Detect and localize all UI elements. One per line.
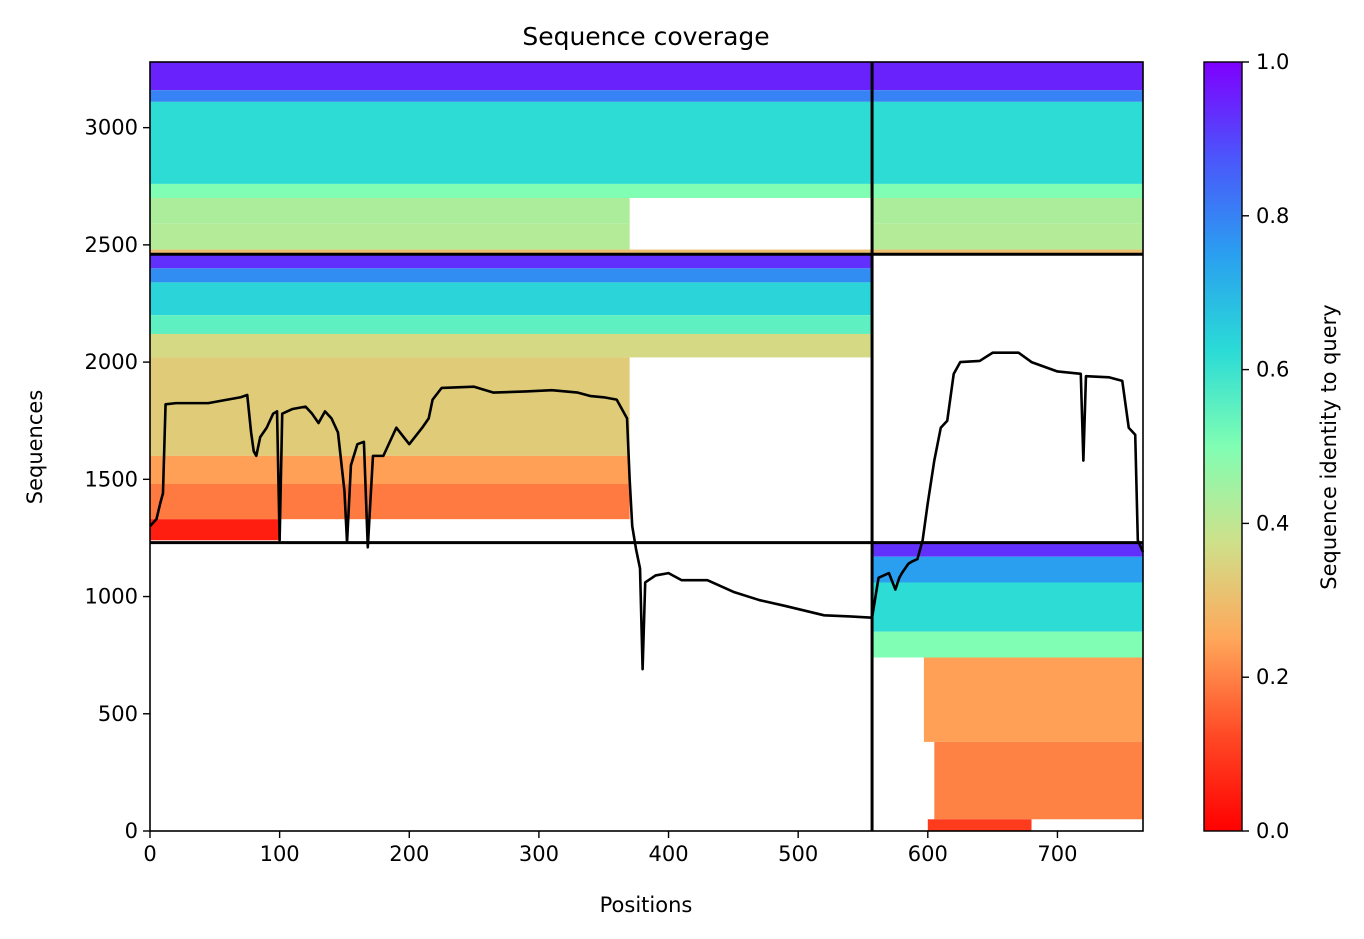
coverage-band xyxy=(150,333,873,358)
coverage-band xyxy=(872,631,1143,658)
y-axis-label: Sequences xyxy=(23,390,47,505)
coverage-band xyxy=(872,223,1143,250)
coverage-band xyxy=(150,519,280,541)
x-tick-label: 300 xyxy=(519,842,559,866)
coverage-band xyxy=(150,223,630,250)
colorbar-tick-label: 1.0 xyxy=(1256,50,1289,74)
block-top xyxy=(150,62,1143,255)
coverage-band xyxy=(150,315,873,334)
coverage-band xyxy=(923,657,1143,742)
y-axis: 0 500 1000 1500 2000 2500 3000 xyxy=(85,116,150,843)
y-tick-label: 1000 xyxy=(85,585,138,609)
colorbar-tick-label: 0.2 xyxy=(1256,665,1289,689)
x-tick-label: 0 xyxy=(143,842,156,866)
block-middle xyxy=(150,254,873,541)
colorbar-tick-label: 0.8 xyxy=(1256,204,1289,228)
block-boundaries xyxy=(150,62,1143,831)
y-tick-label: 3000 xyxy=(85,116,138,140)
coverage-line-layer xyxy=(149,351,1145,671)
x-axis-label: Positions xyxy=(600,893,693,917)
x-tick-label: 500 xyxy=(778,842,818,866)
plot-area xyxy=(149,61,1145,832)
coverage-band xyxy=(150,183,1143,198)
x-tick-label: 400 xyxy=(648,842,688,866)
coverage-band xyxy=(872,582,1143,632)
y-tick-label: 2500 xyxy=(85,233,138,257)
coverage-band xyxy=(150,62,1143,91)
colorbar-tick-label: 0.4 xyxy=(1256,511,1289,535)
x-tick-label: 200 xyxy=(389,842,429,866)
block-bottom xyxy=(872,542,1143,831)
coverage-band xyxy=(150,249,1143,255)
coverage-bands xyxy=(150,62,1143,831)
x-axis: 0 100 200 300 400 500 600 700 xyxy=(143,831,1077,866)
plot-frame xyxy=(149,61,1144,832)
coverage-band xyxy=(927,819,1032,831)
colorbar-label: Sequence identity to query xyxy=(1317,304,1341,589)
x-tick-label: 100 xyxy=(260,842,300,866)
colorbar-ticks: 0.0 0.2 0.4 0.6 0.8 1.0 xyxy=(1242,50,1289,843)
y-tick-label: 1500 xyxy=(85,467,138,491)
coverage-band xyxy=(872,197,1143,224)
y-tick-label: 500 xyxy=(98,702,138,726)
coverage-line xyxy=(149,351,1145,671)
coverage-band xyxy=(872,556,1143,583)
coverage-band xyxy=(872,542,1143,557)
x-tick-label: 600 xyxy=(908,842,948,866)
colorbar: 0.0 0.2 0.4 0.6 0.8 1.0 Sequence identity to … xyxy=(1203,50,1341,843)
x-tick-label: 700 xyxy=(1037,842,1077,866)
coverage-band xyxy=(150,101,1143,184)
colorbar-tick-label: 0.0 xyxy=(1256,819,1289,843)
y-tick-label: 0 xyxy=(125,819,138,843)
coverage-band xyxy=(150,90,1143,102)
coverage-band xyxy=(934,741,1143,820)
colorbar-tick-label: 0.6 xyxy=(1256,358,1289,382)
chart-title: Sequence coverage xyxy=(522,22,769,51)
coverage-band xyxy=(150,455,630,485)
coverage-band xyxy=(150,268,873,283)
coverage-band xyxy=(150,484,630,520)
coverage-band xyxy=(150,282,873,316)
y-tick-label: 2000 xyxy=(85,350,138,374)
coverage-band xyxy=(150,254,873,269)
colorbar-gradient xyxy=(1203,61,1243,832)
coverage-band xyxy=(150,197,630,224)
